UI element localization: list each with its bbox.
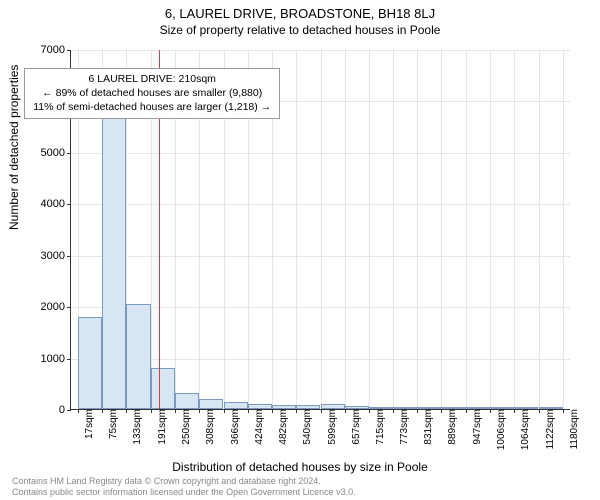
annotation-line: ← 89% of detached houses are smaller (9,… xyxy=(33,86,271,100)
x-tick-label: 191sqm xyxy=(151,409,168,445)
histogram-bar xyxy=(126,304,150,409)
x-tick-label: 17sqm xyxy=(78,409,95,439)
annotation-box: 6 LAUREL DRIVE: 210sqm← 89% of detached … xyxy=(24,68,280,119)
histogram-bar xyxy=(490,407,514,409)
y-tick-label: 3000 xyxy=(41,250,71,262)
grid-line-vertical xyxy=(296,50,297,409)
footer-line-2: Contains public sector information licen… xyxy=(12,487,356,498)
histogram-bar xyxy=(199,399,223,409)
y-tick-label: 1000 xyxy=(41,353,71,365)
footer-text: Contains HM Land Registry data © Crown c… xyxy=(12,476,356,499)
x-tick-label: 1006sqm xyxy=(490,409,507,450)
chart-title: 6, LAUREL DRIVE, BROADSTONE, BH18 8LJ xyxy=(0,0,600,21)
grid-line-vertical xyxy=(514,50,515,409)
grid-line-vertical xyxy=(490,50,491,409)
x-tick-label: 366sqm xyxy=(224,409,241,445)
histogram-bar xyxy=(417,407,441,409)
grid-line-vertical xyxy=(369,50,370,409)
grid-line-vertical xyxy=(393,50,394,409)
histogram-bar xyxy=(224,402,248,409)
histogram-bar xyxy=(321,404,345,409)
y-tick-label: 5000 xyxy=(41,147,71,159)
annotation-line: 6 LAUREL DRIVE: 210sqm xyxy=(33,72,271,86)
chart-container: 6, LAUREL DRIVE, BROADSTONE, BH18 8LJ Si… xyxy=(0,0,600,500)
x-tick-label: 1064sqm xyxy=(514,409,531,450)
histogram-bar xyxy=(272,405,296,409)
x-tick-label: 540sqm xyxy=(296,409,313,445)
histogram-bar xyxy=(296,405,320,409)
grid-line-vertical xyxy=(417,50,418,409)
histogram-bar xyxy=(393,407,417,409)
histogram-bar xyxy=(441,407,465,409)
x-tick-label: 599sqm xyxy=(321,409,338,445)
histogram-bar xyxy=(175,393,199,409)
x-tick-label: 75sqm xyxy=(102,409,119,439)
x-tick-label: 1180sqm xyxy=(563,409,580,449)
footer-line-1: Contains HM Land Registry data © Crown c… xyxy=(12,476,356,487)
grid-line-vertical xyxy=(345,50,346,409)
histogram-bar xyxy=(78,317,102,409)
y-tick-label: 7000 xyxy=(41,44,71,56)
grid-line-vertical xyxy=(539,50,540,409)
x-tick-label: 482sqm xyxy=(272,409,289,445)
x-tick-label: 250sqm xyxy=(175,409,192,445)
grid-line-vertical xyxy=(563,50,564,409)
annotation-line: 11% of semi-detached houses are larger (… xyxy=(33,100,271,114)
x-tick-label: 657sqm xyxy=(345,409,362,445)
x-tick-label: 133sqm xyxy=(126,409,143,445)
grid-line-vertical xyxy=(441,50,442,409)
x-tick-label: 947sqm xyxy=(466,409,483,445)
grid-line-vertical xyxy=(321,50,322,409)
y-axis-label: Number of detached properties xyxy=(7,65,21,230)
x-tick-label: 424sqm xyxy=(248,409,265,445)
x-tick-label: 773sqm xyxy=(393,409,410,445)
x-tick-label: 831sqm xyxy=(417,409,434,445)
x-tick-label: 715sqm xyxy=(369,409,386,445)
histogram-bar xyxy=(466,407,490,409)
x-axis-label: Distribution of detached houses by size … xyxy=(0,460,600,474)
x-tick-label: 1122sqm xyxy=(539,409,556,449)
histogram-bar xyxy=(514,407,538,409)
x-tick-label: 308sqm xyxy=(199,409,216,445)
y-tick-label: 0 xyxy=(59,404,71,416)
chart-subtitle: Size of property relative to detached ho… xyxy=(0,21,600,37)
y-tick-label: 2000 xyxy=(41,301,71,313)
histogram-bar xyxy=(248,404,272,409)
y-tick-label: 4000 xyxy=(41,198,71,210)
histogram-bar xyxy=(102,113,126,409)
histogram-bar xyxy=(539,407,563,409)
histogram-bar xyxy=(345,406,369,409)
histogram-bar xyxy=(151,368,175,409)
x-tick-label: 889sqm xyxy=(441,409,458,445)
histogram-bar xyxy=(369,407,393,409)
plot-area: 0100020003000400050006000700017sqm75sqm1… xyxy=(70,50,570,410)
grid-line-vertical xyxy=(466,50,467,409)
